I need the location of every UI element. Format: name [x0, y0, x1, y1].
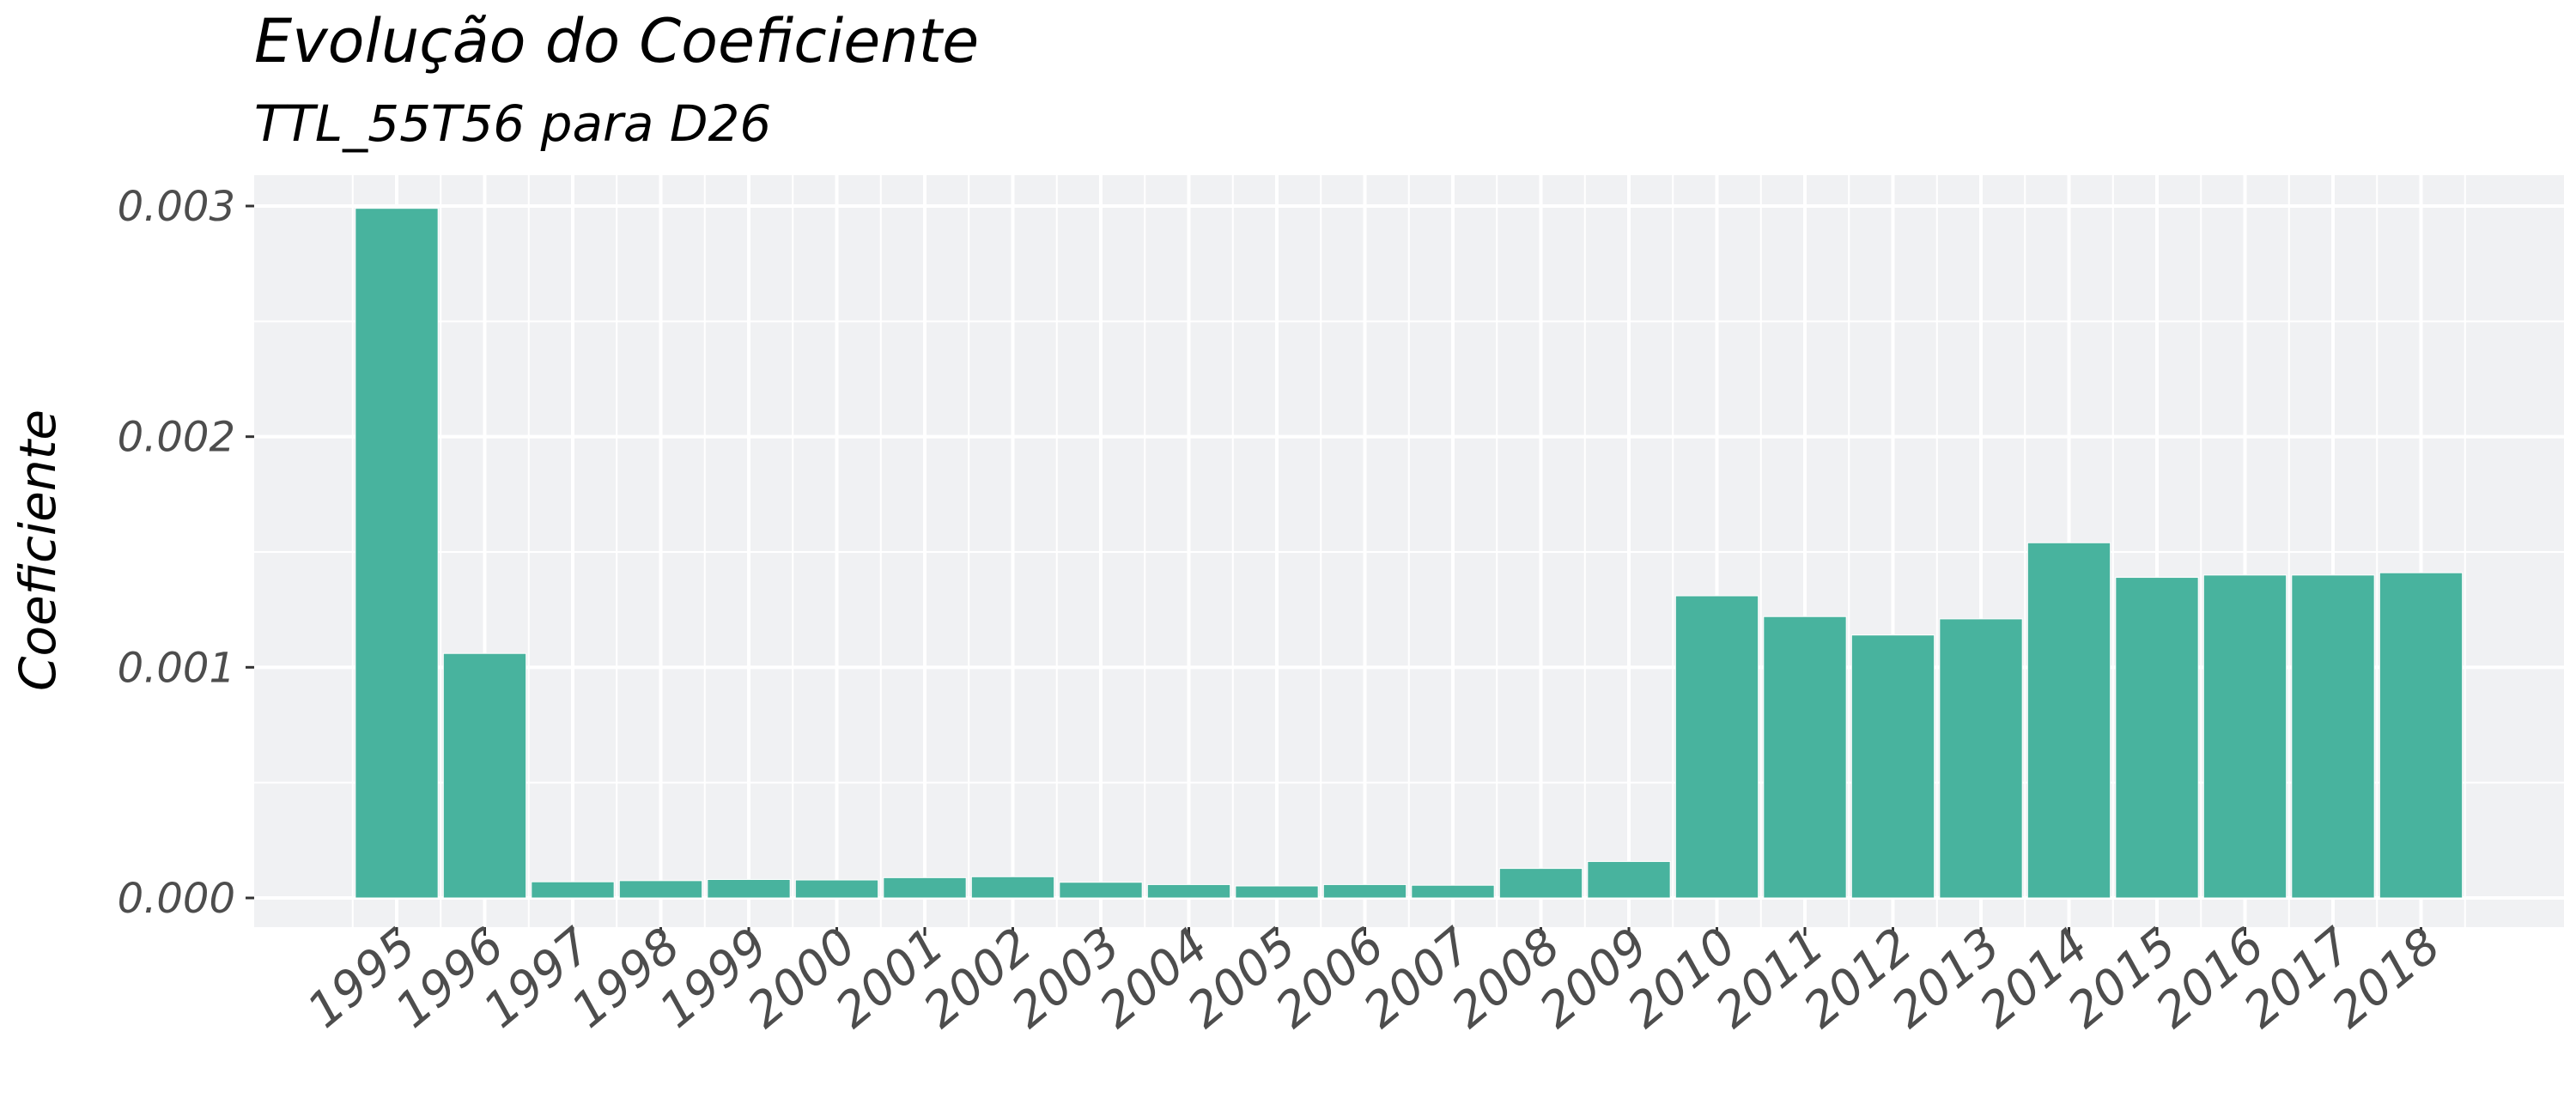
bar-2015: [2115, 577, 2199, 899]
bar-2008: [1498, 868, 1583, 899]
bar-2004: [1146, 883, 1231, 899]
bar-2002: [970, 876, 1055, 899]
y-tick-label: 0.001: [118, 644, 235, 692]
bar-2009: [1587, 861, 1671, 899]
bar-1995: [355, 208, 439, 899]
bar-2005: [1235, 885, 1319, 899]
chart-title: Evolução do Coeficiente: [254, 6, 979, 76]
bar-2000: [794, 879, 879, 899]
bar-2014: [2026, 542, 2111, 899]
bar-series: [355, 208, 2464, 899]
y-tick-label: 0.000: [118, 875, 235, 923]
y-axis-label: Coeficiente: [9, 409, 67, 691]
bar-2003: [1059, 882, 1143, 899]
bar-1998: [618, 880, 703, 899]
bar-2013: [1939, 618, 2023, 899]
bar-1997: [531, 881, 615, 899]
bar-2011: [1763, 616, 1847, 899]
y-tick-label: 0.003: [118, 183, 235, 231]
bar-1999: [707, 879, 791, 899]
minor-gridlines-x: [351, 175, 2466, 927]
bar-2016: [2202, 574, 2287, 899]
chart-subtitle: TTL_55T56 para D26: [254, 94, 771, 153]
x-axis: 1995199619971998199920002001200220032004…: [297, 918, 2451, 1040]
bar-2006: [1322, 883, 1407, 899]
bar-2012: [1850, 634, 1935, 899]
major-gridlines-x: [395, 175, 2423, 927]
bar-2010: [1674, 595, 1759, 899]
y-tick-label: 0.002: [118, 414, 235, 462]
bar-2017: [2291, 574, 2375, 899]
bar-1996: [442, 652, 527, 899]
y-axis: 0.000 0.001 0.002 0.003: [118, 183, 254, 923]
bar-2007: [1411, 884, 1495, 899]
bar-2018: [2379, 572, 2464, 899]
bar-2001: [883, 876, 967, 899]
